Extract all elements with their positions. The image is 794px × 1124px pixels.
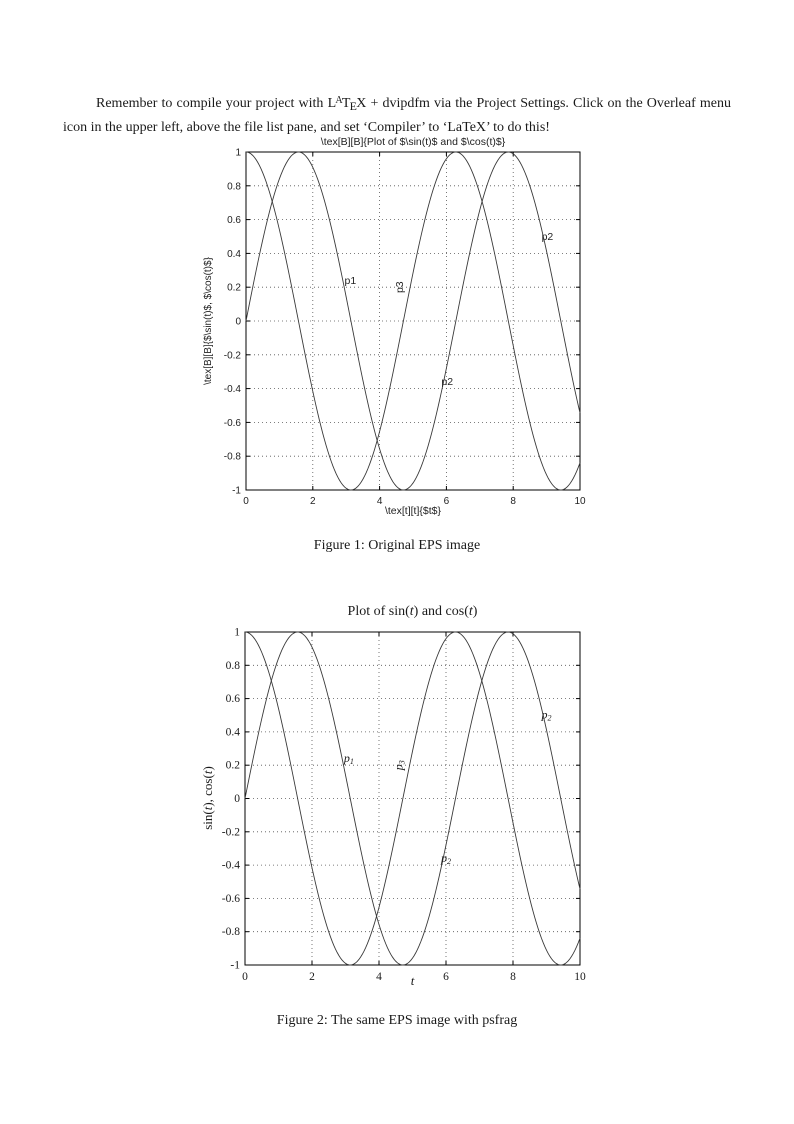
figure-1-xlabel: \tex[t][t]{$t$} bbox=[384, 505, 442, 517]
svg-text:10: 10 bbox=[574, 971, 586, 983]
svg-text:4: 4 bbox=[376, 971, 382, 983]
svg-text:6: 6 bbox=[443, 971, 449, 983]
svg-text:10: 10 bbox=[574, 496, 586, 507]
svg-text:1: 1 bbox=[235, 148, 241, 159]
figure-2-title: Plot of sin(t) and cos(t) bbox=[347, 604, 478, 619]
svg-text:p2: p2 bbox=[540, 708, 551, 723]
svg-text:-0.6: -0.6 bbox=[222, 893, 240, 905]
svg-text:p2: p2 bbox=[441, 376, 453, 388]
figure-2-xlabel: t bbox=[410, 973, 415, 988]
figure-2: Plot of sin(t) and cos(t) sin(t), cos(t)… bbox=[200, 600, 605, 1005]
svg-text:8: 8 bbox=[510, 496, 516, 507]
svg-text:6: 6 bbox=[444, 496, 450, 507]
svg-text:p1: p1 bbox=[343, 751, 354, 766]
svg-text:2: 2 bbox=[309, 971, 315, 983]
svg-text:0.2: 0.2 bbox=[226, 760, 241, 772]
svg-text:-1: -1 bbox=[230, 960, 240, 972]
svg-text:p3: p3 bbox=[394, 281, 406, 293]
svg-text:0: 0 bbox=[242, 971, 248, 983]
intro-paragraph: Remember to compile your project with LA… bbox=[63, 95, 731, 135]
svg-text:p1: p1 bbox=[345, 275, 357, 287]
figure-1-caption: Figure 1: Original EPS image bbox=[313, 538, 481, 553]
svg-text:-0.4: -0.4 bbox=[222, 860, 240, 872]
svg-text:0: 0 bbox=[234, 793, 240, 805]
svg-text:1: 1 bbox=[234, 627, 240, 639]
svg-text:0.4: 0.4 bbox=[227, 249, 241, 260]
figure-2-caption: Figure 2: The same EPS image with psfrag bbox=[276, 1013, 518, 1028]
svg-text:0.6: 0.6 bbox=[227, 215, 241, 226]
svg-text:-0.8: -0.8 bbox=[222, 926, 240, 938]
svg-text:p2: p2 bbox=[440, 851, 451, 866]
svg-text:4: 4 bbox=[377, 496, 383, 507]
svg-text:8: 8 bbox=[510, 971, 516, 983]
svg-text:p3: p3 bbox=[391, 760, 406, 771]
svg-text:-0.6: -0.6 bbox=[224, 418, 242, 429]
svg-text:p2: p2 bbox=[542, 231, 554, 243]
svg-text:-0.4: -0.4 bbox=[224, 384, 242, 395]
figure-1-plot: 0 2 4 6 8 10 1 0.8 0.6 0.4 0.2 0 -0.2 -0.4 -0.6 -0.8 -1 p… bbox=[224, 148, 586, 508]
svg-text:-1: -1 bbox=[232, 486, 241, 497]
figure-1: \tex[B][B]{Plot of $\sin(t)$ and $\cos(t… bbox=[203, 133, 605, 533]
figure-1-title: \tex[B][B]{Plot of $\sin(t)$ and $\cos(t… bbox=[320, 136, 506, 148]
svg-text:0: 0 bbox=[235, 317, 241, 328]
svg-text:-0.2: -0.2 bbox=[224, 350, 242, 361]
svg-text:0.4: 0.4 bbox=[226, 726, 241, 738]
svg-text:0.6: 0.6 bbox=[226, 693, 241, 705]
svg-text:0.8: 0.8 bbox=[226, 660, 241, 672]
svg-text:0: 0 bbox=[243, 496, 249, 507]
svg-text:-0.2: -0.2 bbox=[222, 826, 240, 838]
svg-text:0.2: 0.2 bbox=[227, 283, 241, 294]
figure-2-plot: 0 2 4 6 8 10 1 0.8 0.6 0.4 0.2 0 -0.2 -0.4 -0.6 -0.8 -1 p… bbox=[222, 627, 586, 984]
svg-text:-0.8: -0.8 bbox=[224, 452, 242, 463]
svg-text:0.8: 0.8 bbox=[227, 181, 241, 192]
svg-text:2: 2 bbox=[310, 496, 316, 507]
